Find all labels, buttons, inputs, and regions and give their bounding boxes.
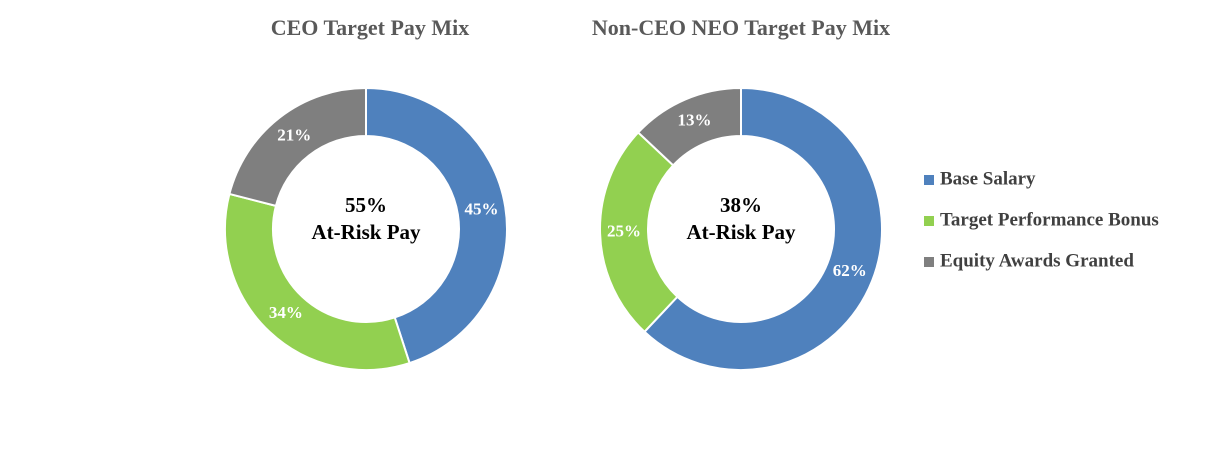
chart-title: Non-CEO NEO Target Pay Mix [592,15,890,40]
center-text: At-Risk Pay [686,220,796,244]
data-label: 25% [607,222,641,241]
donut-slice [228,86,367,208]
chart-title: CEO Target Pay Mix [271,15,470,40]
legend-swatch [924,257,934,267]
center-text: 55% [345,193,387,217]
data-label: 62% [833,261,867,280]
data-label: 34% [269,303,303,322]
legend-label: Target Performance Bonus [940,209,1159,230]
donut-slice [365,86,508,365]
donut-slice [643,86,883,371]
donut-slice [636,86,742,167]
data-label: 21% [277,125,311,144]
center-text: 38% [720,193,762,217]
data-label: 13% [678,111,712,130]
data-label: 45% [465,200,499,219]
center-text: At-Risk Pay [311,220,421,244]
legend-swatch [924,175,934,185]
legend-label: Base Salary [940,168,1036,189]
legend-label: Equity Awards Granted [940,250,1134,271]
donut-slice [224,192,411,371]
legend-swatch [924,216,934,226]
